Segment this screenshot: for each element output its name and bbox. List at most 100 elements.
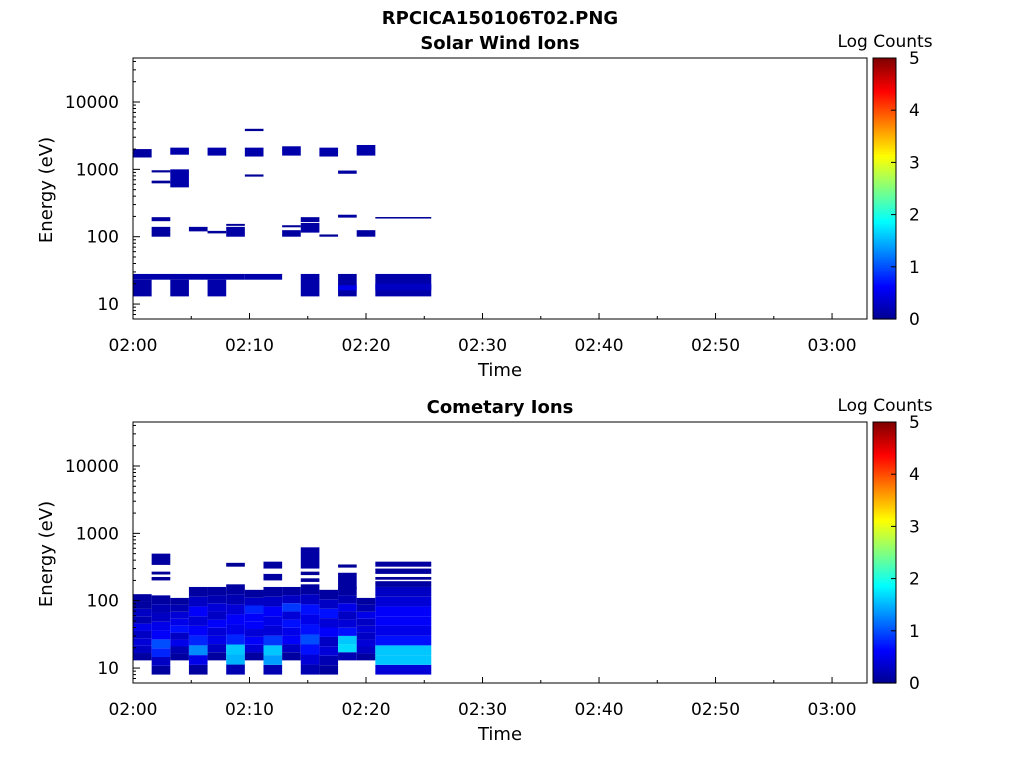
cometary-heatmap-cell: [151, 604, 171, 613]
cometary-colorbar-segment: [873, 598, 896, 601]
solar-wind-colorbar-segment: [873, 168, 896, 172]
cometary-heatmap-cell: [300, 614, 320, 625]
cometary-y-tick-label: 1000: [76, 524, 119, 544]
cometary-heatmap-cell: [375, 576, 432, 580]
cometary-colorbar-segment: [873, 456, 896, 460]
cometary-colorbar-segment: [873, 478, 896, 482]
cometary-colorbar-segment: [873, 548, 896, 551]
cometary-colorbar-segment: [873, 635, 896, 638]
cometary-heatmap-cell: [170, 604, 189, 612]
cometary-heatmap-cell: [207, 586, 227, 596]
cometary-colorbar-segment: [873, 495, 896, 499]
cometary-colorbar-tick-label: 2: [909, 570, 920, 590]
cometary-heatmap-cell: [170, 653, 189, 661]
cometary-colorbar-segment: [873, 539, 896, 543]
cometary-heatmap-cell: [226, 664, 245, 675]
cometary-colorbar-segment: [873, 519, 896, 523]
solar-wind-colorbar-segment: [873, 151, 896, 155]
solar-wind-colorbar-segment: [873, 273, 896, 277]
cometary-colorbar-segment: [873, 578, 896, 582]
cometary-colorbar-segment: [873, 604, 896, 608]
cometary-heatmap-cell: [188, 655, 208, 665]
cometary-colorbar-segment: [873, 515, 896, 519]
cometary-heatmap-cell: [300, 571, 320, 576]
solar-wind-colorbar-segment: [873, 282, 896, 285]
solar-wind-colorbar-segment: [873, 81, 896, 85]
solar-wind-colorbar-segment: [873, 190, 896, 194]
cometary-colorbar-segment: [873, 422, 896, 425]
solar-wind-colorbar-segment: [873, 60, 896, 63]
cometary-heatmap-cell: [319, 599, 339, 609]
cometary-colorbar-segment: [873, 589, 896, 593]
solar-wind-colorbar-segment: [873, 297, 896, 301]
cometary-colorbar-segment: [873, 426, 896, 430]
cometary-heatmap-cell: [375, 586, 432, 597]
cometary-colorbar-segment: [873, 567, 896, 571]
cometary-heatmap-cell: [319, 618, 339, 628]
cometary-colorbar-segment: [873, 522, 896, 525]
cometary-colorbar-segment: [873, 641, 896, 645]
solar-wind-x-tick-label: 03:00: [808, 336, 857, 356]
cometary-heatmap-cell: [151, 571, 171, 575]
cometary-colorbar-segment: [873, 441, 896, 445]
cometary-heatmap-cell: [207, 619, 227, 628]
cometary-heatmap-cell: [151, 639, 171, 649]
cometary-panel: Cometary Ions Log Counts Energy (eV) Tim…: [36, 396, 933, 745]
solar-wind-colorbar-segment: [873, 260, 896, 264]
solar-wind-colorbar-segment: [873, 216, 896, 220]
cometary-heatmap-cell: [338, 619, 357, 628]
solar-wind-colorbar-tick-label: 2: [909, 206, 920, 226]
cometary-heatmap-cell: [207, 644, 227, 653]
cometary-colorbar-segment: [873, 532, 896, 536]
cometary-colorbar-segment: [873, 565, 896, 569]
solar-wind-colorbar-frame: [872, 57, 897, 320]
cometary-heatmap-cell: [263, 606, 283, 617]
solar-wind-x-tick-label: 02:50: [691, 336, 740, 356]
solar-wind-colorbar-segment: [873, 251, 896, 255]
cometary-heatmap-cell: [375, 655, 432, 665]
cometary-colorbar-segment: [873, 461, 896, 464]
cometary-colorbar-segment: [873, 637, 896, 641]
cometary-colorbar-segment: [873, 467, 896, 471]
cometary-colorbar-tick-label: 5: [909, 413, 920, 433]
cometary-heatmap-cell: [375, 616, 432, 626]
solar-wind-colorbar-tick-label: 0: [909, 310, 920, 330]
solar-wind-x-axis-label: Time: [477, 360, 522, 381]
cometary-colorbar-segment: [873, 493, 896, 497]
solar-wind-heatmap-cell: [151, 217, 171, 222]
cometary-y-tick-label: 10000: [65, 457, 119, 477]
solar-wind-colorbar-segment: [873, 205, 896, 209]
solar-wind-colorbar-segment: [873, 197, 896, 200]
solar-wind-colorbar-segment: [873, 92, 896, 96]
cometary-colorbar-segment: [873, 674, 896, 678]
cometary-heatmap-cell: [133, 608, 152, 617]
solar-wind-colorbar-segment: [873, 286, 896, 290]
solar-wind-colorbar-segment: [873, 227, 896, 231]
solar-wind-colorbar-segment: [873, 140, 896, 144]
cometary-heatmap-cell: [338, 627, 357, 636]
cometary-colorbar-segment: [873, 469, 896, 473]
solar-wind-heatmap-cell: [319, 234, 339, 237]
cometary-heatmap-cell: [282, 586, 301, 596]
solar-wind-colorbar-segment: [873, 264, 896, 268]
solar-wind-colorbar-segment: [873, 164, 896, 168]
cometary-colorbar-segment: [873, 591, 896, 595]
cometary-colorbar-segment: [873, 606, 896, 610]
solar-wind-heatmap-cell: [282, 225, 301, 228]
solar-wind-colorbar-segment: [873, 242, 896, 246]
solar-wind-colorbar-segment: [873, 210, 896, 214]
solar-wind-colorbar-tick-label: 3: [909, 153, 920, 173]
cometary-heatmap-cell: [226, 614, 245, 625]
solar-wind-colorbar-segment: [873, 184, 896, 187]
solar-wind-colorbar-segment: [873, 268, 896, 272]
cometary-heatmap-cell: [338, 603, 357, 612]
solar-wind-heatmap-cell: [207, 279, 227, 297]
cometary-heatmap-cell: [375, 625, 432, 636]
cometary-heatmap-cell: [356, 632, 376, 640]
cometary-heatmap-cell: [263, 573, 283, 581]
cometary-heatmap-cell: [282, 644, 301, 653]
solar-wind-heatmap-cell: [300, 273, 320, 297]
solar-wind-colorbar-segment: [873, 64, 896, 68]
solar-wind-colorbar-segment: [873, 103, 896, 107]
cometary-colorbar-segment: [873, 541, 896, 545]
